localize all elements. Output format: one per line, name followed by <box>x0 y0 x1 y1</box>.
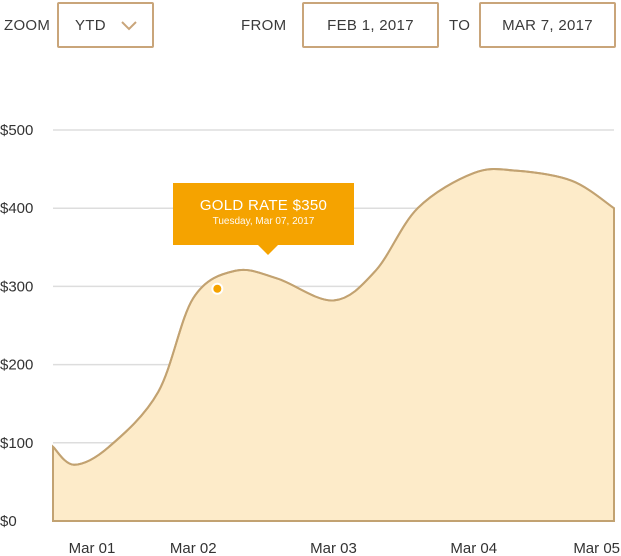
zoom-select-value: YTD <box>75 16 106 34</box>
to-date-value: MAR 7, 2017 <box>502 16 593 34</box>
zoom-label: ZOOM <box>4 17 51 34</box>
x-tick-label: Mar 05 <box>573 540 620 556</box>
from-label: FROM <box>241 17 287 34</box>
to-label: TO <box>449 17 471 34</box>
series-line <box>52 168 615 466</box>
y-tick-label: $500 <box>0 122 33 139</box>
from-date-field[interactable]: FEB 1, 2017 <box>302 2 439 48</box>
from-date-value: FEB 1, 2017 <box>327 16 414 34</box>
x-tick-label: Mar 02 <box>170 540 217 556</box>
y-tick-label: $300 <box>0 278 33 295</box>
y-axis-ticks: $0 $100 $200 $300 $400 $500 <box>0 122 33 530</box>
x-axis-ticks: Mar 01 Mar 02 Mar 03 Mar 04 Mar 05 <box>69 540 620 556</box>
tooltip-title: GOLD RATE $350 <box>199 197 328 214</box>
zoom-select[interactable]: YTD <box>57 2 154 48</box>
y-tick-label: $100 <box>0 435 33 452</box>
to-date-field[interactable]: MAR 7, 2017 <box>479 2 616 48</box>
y-tick-label: $0 <box>0 513 17 530</box>
tooltip-subtitle: Tuesday, Mar 07, 2017 <box>212 216 315 227</box>
chevron-down-icon <box>121 21 137 31</box>
highlight-point[interactable] <box>211 282 224 295</box>
y-tick-label: $400 <box>0 200 33 217</box>
x-tick-label: Mar 04 <box>450 540 497 556</box>
x-tick-label: Mar 01 <box>69 540 116 556</box>
tooltip: GOLD RATE $350 Tuesday, Mar 07, 2017 <box>173 183 354 255</box>
y-tick-label: $200 <box>0 357 33 374</box>
x-tick-label: Mar 03 <box>310 540 357 556</box>
